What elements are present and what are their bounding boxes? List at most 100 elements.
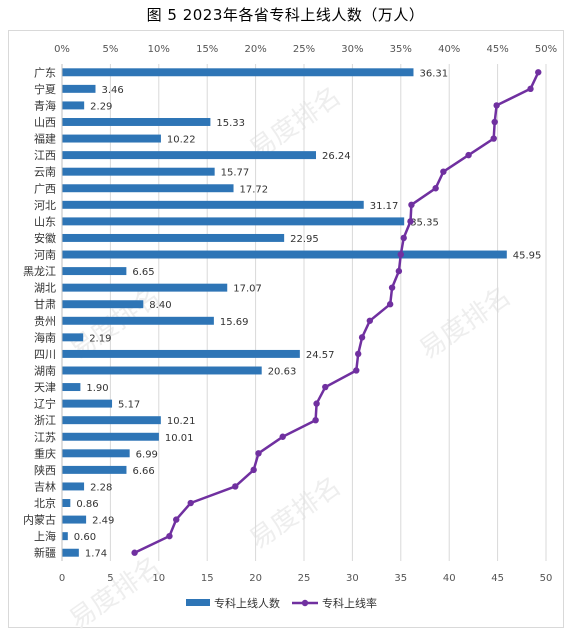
bar bbox=[62, 482, 85, 491]
bar bbox=[62, 233, 285, 242]
legend-bar-swatch bbox=[186, 599, 210, 606]
bar bbox=[62, 267, 127, 276]
category-label: 天津 bbox=[34, 381, 56, 394]
x-top-tick-label: 40% bbox=[438, 44, 460, 55]
rate-point bbox=[322, 383, 329, 391]
category-label: 江西 bbox=[34, 149, 56, 162]
bar bbox=[62, 449, 130, 458]
bar-data-label: 2.19 bbox=[89, 333, 111, 344]
bar bbox=[62, 101, 85, 110]
x-bottom-tick-label: 25 bbox=[298, 573, 311, 584]
bar bbox=[62, 167, 215, 176]
x-bottom-tick-label: 15 bbox=[201, 573, 214, 584]
bar-data-label: 2.29 bbox=[90, 101, 112, 112]
bar-data-label: 35.35 bbox=[410, 217, 439, 228]
category-label: 云南 bbox=[34, 166, 56, 179]
bar bbox=[62, 84, 96, 93]
x-bottom-tick-label: 10 bbox=[152, 573, 165, 584]
bar bbox=[62, 217, 405, 226]
bar bbox=[62, 366, 262, 375]
bar-data-label: 0.86 bbox=[76, 499, 98, 510]
bar bbox=[62, 465, 127, 474]
chart-frame bbox=[8, 30, 564, 628]
bar-data-label: 26.24 bbox=[322, 151, 351, 162]
bar bbox=[62, 134, 161, 143]
category-label: 湖北 bbox=[34, 282, 56, 295]
bar bbox=[62, 432, 159, 441]
bar bbox=[62, 316, 214, 325]
x-bottom-tick-label: 0 bbox=[59, 573, 65, 584]
category-label: 福建 bbox=[34, 132, 56, 146]
rate-point bbox=[255, 450, 262, 457]
bar-data-label: 17.07 bbox=[233, 284, 262, 295]
category-label: 陕西 bbox=[34, 463, 56, 477]
x-top-tick-label: 35% bbox=[390, 44, 412, 55]
x-top-tick-label: 25% bbox=[293, 44, 315, 55]
category-label: 山西 bbox=[34, 116, 56, 129]
x-bottom-tick-label: 5 bbox=[107, 573, 113, 584]
bar-data-label: 5.17 bbox=[118, 400, 140, 411]
category-label: 甘肃 bbox=[34, 298, 56, 311]
bar bbox=[62, 333, 84, 342]
bar-data-label: 6.66 bbox=[132, 466, 154, 477]
bar bbox=[62, 416, 161, 425]
bar-data-label: 15.69 bbox=[220, 317, 249, 328]
bar-data-label: 20.63 bbox=[268, 366, 297, 377]
rate-point bbox=[491, 118, 498, 126]
x-bottom-tick-label: 20 bbox=[249, 573, 262, 584]
bar bbox=[62, 151, 317, 160]
rate-line bbox=[134, 71, 540, 554]
rate-point bbox=[353, 367, 360, 374]
rate-point bbox=[407, 218, 414, 225]
category-label: 湖南 bbox=[34, 364, 56, 377]
bar bbox=[62, 515, 87, 524]
bar-data-label: 2.49 bbox=[92, 516, 114, 527]
category-label: 内蒙古 bbox=[23, 513, 56, 527]
rate-point bbox=[490, 135, 497, 142]
category-label: 浙江 bbox=[34, 414, 56, 427]
rate-point bbox=[440, 168, 447, 175]
legend: 专科上线人数 专科上线率 bbox=[186, 596, 377, 610]
bar-data-label: 0.60 bbox=[74, 532, 96, 543]
x-top-tick-label: 45% bbox=[486, 44, 508, 55]
bar-data-label: 8.40 bbox=[149, 300, 171, 311]
rate-point bbox=[250, 466, 257, 474]
watermark-text: 易度排名 bbox=[244, 471, 346, 555]
rate-point bbox=[388, 284, 396, 291]
bar bbox=[62, 118, 211, 126]
bar-data-label: 10.22 bbox=[167, 135, 196, 146]
category-label: 新疆 bbox=[34, 546, 56, 560]
x-top-tick-label: 50% bbox=[535, 44, 557, 55]
rate-point bbox=[397, 251, 404, 258]
rate-point bbox=[166, 532, 173, 540]
rate-point bbox=[313, 400, 320, 407]
x-bottom-tick-label: 50 bbox=[540, 573, 553, 584]
rate-point bbox=[366, 317, 374, 324]
category-label: 青海 bbox=[34, 98, 56, 112]
rate-point bbox=[232, 483, 239, 490]
category-label: 四川 bbox=[34, 348, 56, 361]
bar bbox=[62, 383, 81, 392]
bar bbox=[62, 399, 113, 408]
bar bbox=[62, 250, 507, 259]
bar bbox=[62, 184, 234, 193]
category-label: 北京 bbox=[34, 496, 56, 510]
bar-data-label: 3.46 bbox=[101, 85, 123, 96]
bar-data-label: 31.17 bbox=[370, 201, 399, 212]
bar-data-label: 36.31 bbox=[419, 68, 448, 79]
bar-data-label: 6.99 bbox=[136, 449, 158, 460]
bar bbox=[62, 499, 71, 507]
category-label: 宁夏 bbox=[34, 82, 56, 96]
rate-point bbox=[279, 433, 286, 440]
bar-data-label: 2.28 bbox=[90, 482, 112, 493]
bar-data-label: 6.65 bbox=[132, 267, 154, 278]
bar-data-label: 15.77 bbox=[221, 168, 250, 179]
bar bbox=[62, 283, 228, 292]
category-label: 贵州 bbox=[34, 315, 56, 328]
x-bottom-tick-label: 45 bbox=[491, 573, 504, 584]
x-top-tick-label: 0% bbox=[54, 44, 70, 55]
category-label: 海南 bbox=[34, 330, 56, 344]
x-bottom-tick-label: 40 bbox=[443, 573, 456, 584]
bar bbox=[62, 548, 79, 557]
rate-point bbox=[386, 301, 394, 308]
